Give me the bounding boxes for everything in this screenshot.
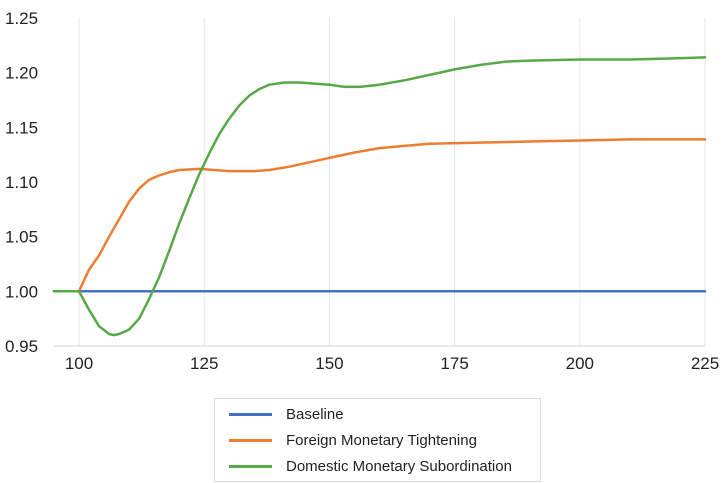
gridlines (78, 18, 706, 346)
y-tick-label: 1.20 (5, 64, 38, 83)
series-lines (52, 56, 707, 337)
line-chart: 0.95 1.00 1.05 1.10 1.15 1.20 1.25 100 125 150 17… (5, 9, 719, 373)
legend-swatch-baseline (229, 412, 272, 416)
legend-swatch-domestic-monetary-subordination (229, 464, 272, 468)
x-tick-label: 100 (65, 354, 93, 373)
series-line-foreign-monetary-tightening (52, 138, 707, 293)
legend-label-domestic-monetary-subordination: Domestic Monetary Subordination (286, 457, 512, 475)
y-tick-label: 1.00 (5, 282, 38, 301)
x-tick-label: 225 (691, 354, 719, 373)
legend-label-baseline: Baseline (286, 405, 344, 423)
y-tick-label: 1.05 (5, 228, 38, 247)
y-tick-label: 1.10 (5, 173, 38, 192)
legend-item-domestic-monetary-subordination: Domestic Monetary Subordination (215, 453, 512, 479)
legend-item-baseline: Baseline (215, 401, 344, 427)
legend-item-foreign-monetary-tightening: Foreign Monetary Tightening (215, 427, 477, 453)
x-tick-labels: 100 125 150 175 200 225 (65, 354, 719, 373)
y-tick-label: 0.95 (5, 337, 38, 356)
legend-swatch-foreign-monetary-tightening (229, 438, 272, 442)
legend: Baseline Foreign Monetary Tightening Dom… (214, 398, 541, 482)
y-tick-labels: 0.95 1.00 1.05 1.10 1.15 1.20 1.25 (5, 9, 38, 356)
x-tick-label: 150 (315, 354, 343, 373)
legend-label-foreign-monetary-tightening: Foreign Monetary Tightening (286, 431, 477, 449)
y-tick-label: 1.25 (5, 9, 38, 28)
series-line-domestic-monetary-subordination (52, 56, 707, 337)
x-tick-label: 175 (440, 354, 468, 373)
x-tick-label: 125 (190, 354, 218, 373)
x-tick-label: 200 (566, 354, 594, 373)
y-tick-label: 1.15 (5, 118, 38, 137)
